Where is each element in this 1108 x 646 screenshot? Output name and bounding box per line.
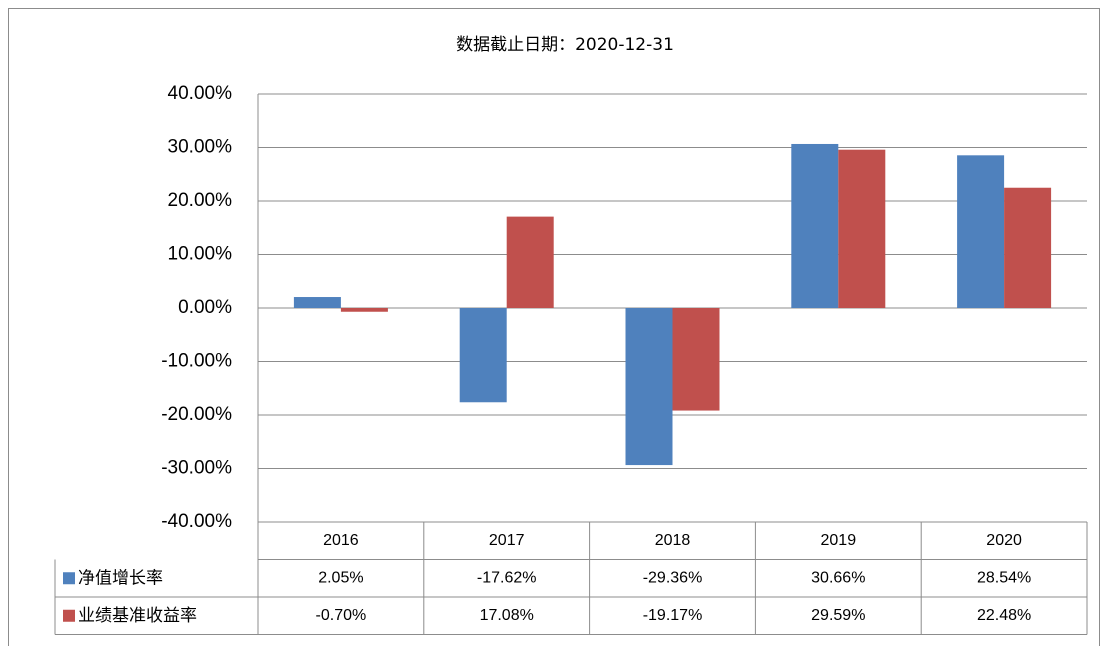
x-tick-label: 2016 [323,532,359,549]
y-tick-label: -20.00% [161,404,232,425]
x-tick-label: 2020 [986,532,1022,549]
bar [672,308,720,411]
y-tick-label: -40.00% [161,511,232,532]
y-tick-label: 40.00% [168,83,233,104]
legend-swatch [63,572,75,585]
bar [838,149,886,308]
legend-label: 净值增长率 [78,568,163,588]
y-tick-label: 10.00% [168,244,233,265]
legend-label: 业绩基准收益率 [78,606,197,626]
legend-swatch [63,609,75,622]
value-label: -17.62% [477,569,537,586]
x-tick-label: 2018 [655,532,691,549]
bar [506,216,554,308]
y-tick-label: -10.00% [161,351,232,372]
value-label: -19.17% [643,607,703,624]
x-tick-label: 2017 [489,532,525,549]
y-tick-label: 30.00% [168,137,233,158]
value-label: 2.05% [318,569,363,586]
x-tick-label: 2019 [821,532,857,549]
bar [340,308,388,312]
value-label: 22.48% [977,607,1031,624]
bar [957,155,1005,308]
y-tick-label: 0.00% [178,297,232,318]
bar [459,308,507,403]
bar [625,308,673,466]
value-label: 30.66% [811,569,865,586]
value-label: -0.70% [316,607,367,624]
chart-title: 数据截止日期：2020-12-31 [456,35,674,55]
y-tick-label: -30.00% [161,458,232,479]
value-label: 17.08% [480,607,534,624]
bar [293,297,341,308]
bar [1004,187,1052,308]
y-tick-label: 20.00% [168,190,233,211]
value-label: -29.36% [643,569,703,586]
bar [791,143,839,308]
chart-border [8,8,1100,646]
value-label: 28.54% [977,569,1031,586]
value-label: 29.59% [811,607,865,624]
